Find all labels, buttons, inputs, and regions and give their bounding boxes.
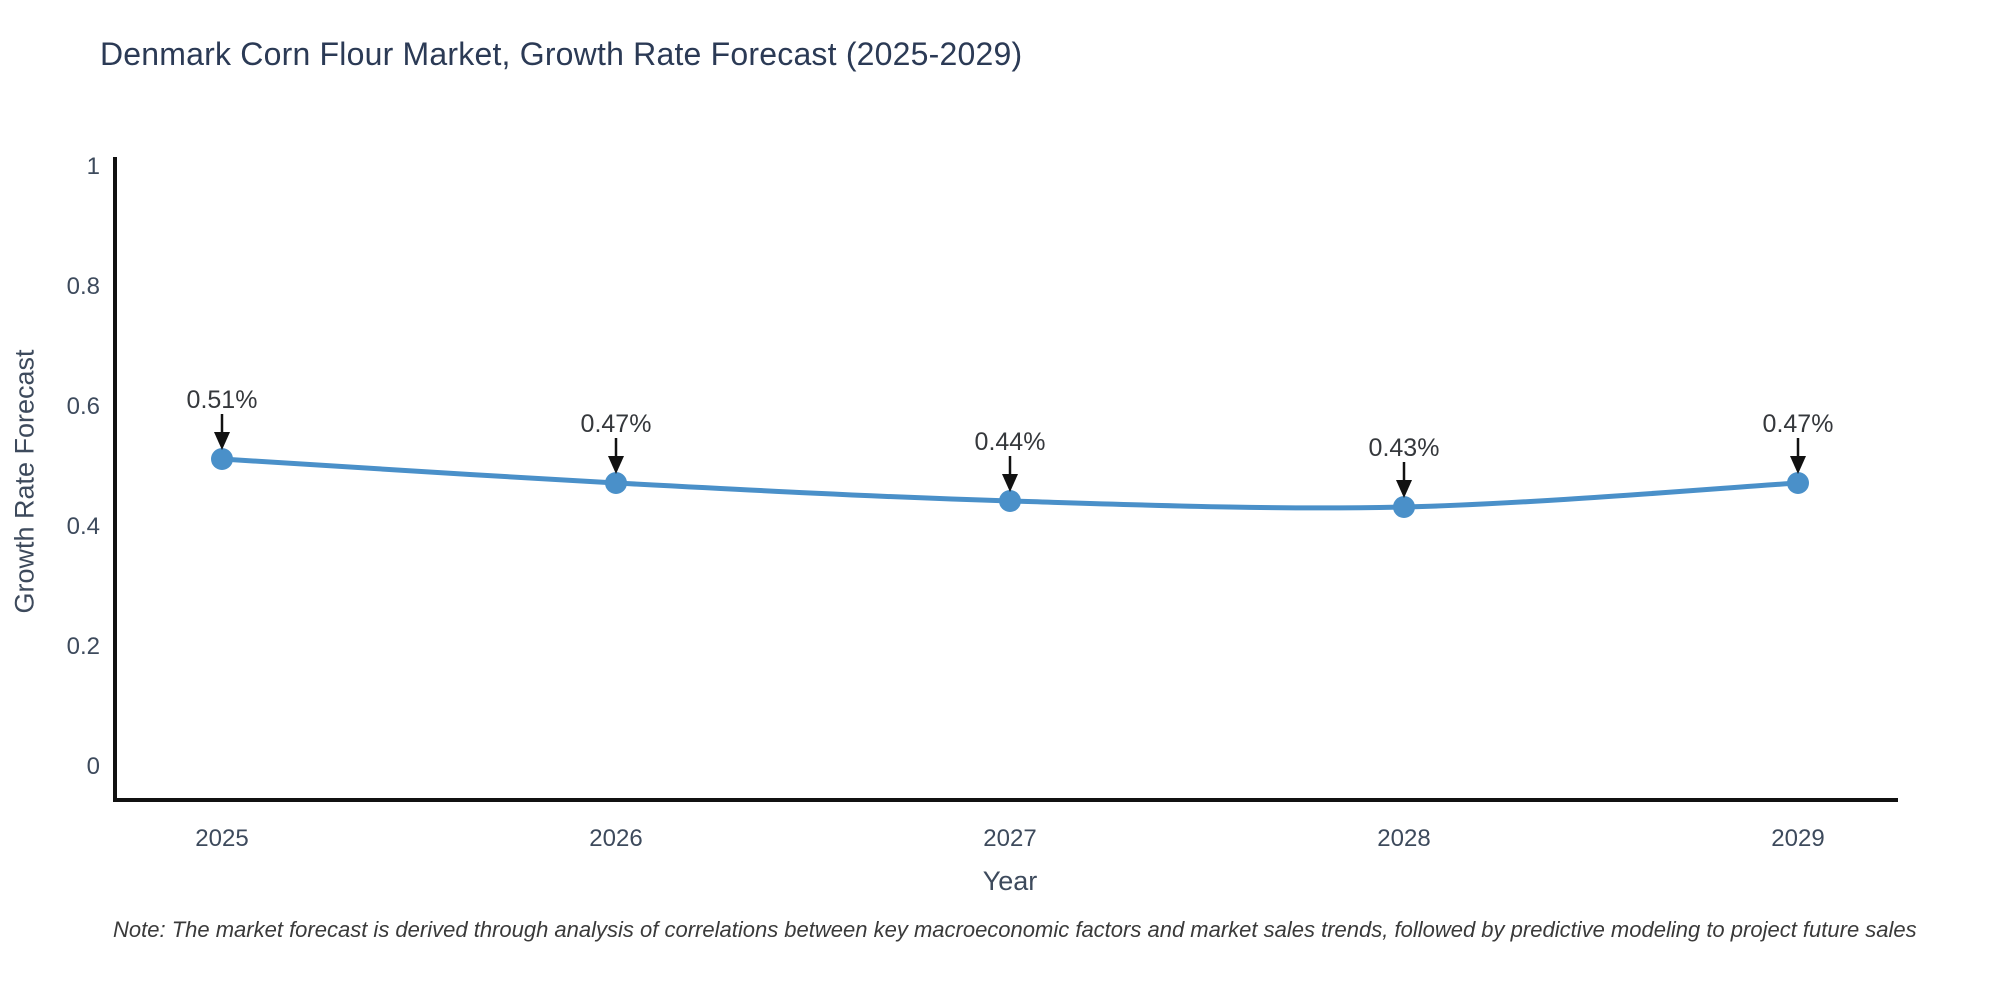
x-tick-label: 2028 [1377, 825, 1430, 852]
data-point-marker [605, 472, 627, 494]
chart-title: Denmark Corn Flour Market, Growth Rate F… [100, 36, 1023, 72]
y-tick-label: 0.2 [67, 633, 100, 660]
annotation-arrow-head [1396, 480, 1412, 498]
y-axis-title: Growth Rate Forecast [9, 349, 40, 614]
data-point-marker [211, 448, 233, 470]
y-tick-label: 0.8 [67, 273, 100, 300]
y-tick-label: 0.4 [67, 513, 100, 540]
y-tick-label: 0.6 [67, 393, 100, 420]
data-point-label: 0.43% [1369, 434, 1440, 462]
data-point-marker [999, 490, 1021, 512]
footer-note: Note: The market forecast is derived thr… [113, 917, 1917, 942]
y-tick-label: 1 [87, 153, 100, 180]
annotation-arrow-head [214, 432, 230, 450]
x-axis-title: Year [982, 866, 1038, 896]
data-point-label: 0.47% [1763, 410, 1834, 438]
annotation-arrow-head [1790, 456, 1806, 474]
x-tick-label: 2026 [589, 825, 642, 852]
x-tick-label: 2027 [983, 825, 1036, 852]
data-point-label: 0.47% [581, 410, 652, 438]
annotation-arrow-head [608, 456, 624, 474]
x-tick-label: 2025 [195, 825, 248, 852]
data-point-marker [1393, 496, 1415, 518]
data-point-marker [1787, 472, 1809, 494]
annotation-arrow-head [1002, 474, 1018, 492]
data-point-label: 0.51% [187, 386, 258, 414]
y-tick-label: 0 [87, 753, 100, 780]
x-tick-label: 2029 [1771, 825, 1824, 852]
data-point-label: 0.44% [975, 428, 1046, 456]
